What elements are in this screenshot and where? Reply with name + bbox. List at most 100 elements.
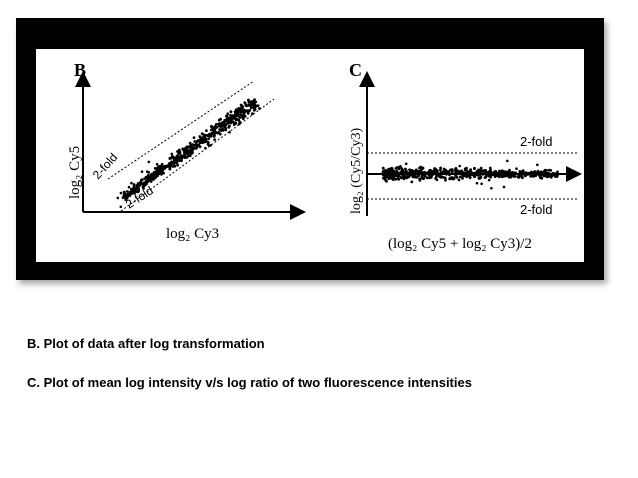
panel-b-point [173,164,177,168]
panel-c-outlier [502,185,506,189]
panel-b-point [235,117,239,121]
panel-b-point [190,146,194,150]
panel-c-point [402,176,406,180]
panel-b-point [203,134,207,138]
panel-c-point [506,174,510,177]
panel-b-point [249,104,253,107]
panel-b-outlier [163,166,167,170]
panel-b-x-label: log₂ Cy3 [166,226,219,242]
panel-c-point [502,172,505,176]
panel-b-outlier [124,198,127,202]
panel-c-point [422,177,425,181]
panel-c-point [400,167,404,170]
panel-b-point [226,112,230,116]
panel-c-outlier [487,178,491,182]
panel-b-point [229,113,233,117]
panel-c-point [454,167,458,170]
panel-c-point [433,172,436,175]
panel-b-point [189,144,193,148]
panel-c-point [442,171,446,175]
panel-c-point [439,166,442,170]
panel-b-point [138,183,142,186]
panel-b-point [209,125,213,128]
panel-c-point [391,174,395,178]
panel-c-point [473,166,476,170]
panel-b-point [126,190,129,193]
panel-c-letter: C [349,60,362,80]
panel-c-point [419,170,423,174]
panel-c-outlier [404,162,408,166]
panel-c-point [461,176,464,180]
panel-c-point [404,176,408,179]
panel-c-point [489,168,492,172]
panel-c-point [517,173,521,176]
panel-c-point [484,169,488,172]
panel-b-point [228,124,231,128]
panel-b-outlier [123,190,126,194]
panel-b-point [252,104,256,108]
panel-b-point [213,138,217,141]
panel-c-point [450,172,454,175]
panel-b-point [135,184,139,187]
panel-c-outlier [382,172,386,175]
panel-b-point [191,143,195,147]
panel-c-point [414,175,418,178]
panel-b-outlier [237,108,241,112]
panel-c-point [479,175,483,179]
panel-c-point [385,174,388,177]
panel-b-point [217,118,221,122]
panel-b-point [245,104,249,108]
panel-b-point [134,190,138,194]
panel-c-point [467,172,471,176]
panel-b-outlier [178,151,182,155]
panel-b-point [157,172,161,176]
panel-c-outlier [434,177,437,180]
panel-c-point [425,176,429,180]
panel-b-outlier [242,117,245,120]
panel-b-outlier [130,187,134,191]
panel-b-outlier [181,155,185,159]
panel-c-point [399,165,402,168]
panel-b-outlier [130,181,133,185]
panel-c-outlier [480,182,483,186]
panel-b-point [156,169,159,173]
panel-c-point [488,174,491,178]
panel-b-point [140,178,144,182]
panel-b-point [149,180,153,183]
panel-b-outlier [119,191,123,195]
panel-b-point [199,140,203,144]
panel-b-point [193,140,197,143]
panel-c-point [439,168,442,172]
panel-c-point [480,169,484,173]
panel-b-outlier [127,185,131,189]
panel-b-point [213,133,216,137]
panel-b-y-label: log₂ Cy5 [67,146,83,199]
panel-b-outlier [211,127,214,130]
panel-b-point [151,178,155,181]
panel-b-outlier [145,170,149,173]
panel-c-point [439,176,443,179]
panel-b-point [218,123,222,127]
panel-c-upper-fold-label: 2-fold [520,134,553,149]
panel-c-outlier [392,170,396,174]
panel-b-outlier [228,119,231,123]
panel-c-point [521,176,524,180]
panel-b-point [216,131,220,135]
panel-b-outlier [119,205,123,209]
panel-c-point [542,174,546,178]
panel-b-outlier [155,162,159,166]
panel-c-outlier [433,167,436,170]
panel-c-outlier [547,168,551,172]
panel-b-point [205,129,208,132]
panel-c-point [395,174,399,178]
panel-c-outlier [536,163,539,167]
panel-b-outlier [228,130,231,134]
panel-c-y-label: log₂ (Cy5/Cy3) [349,128,364,214]
panel-b-point [238,120,242,124]
figure-svg: B 2-fold 2-fold log₂ Cy3 log₂ Cy5 C 2-fo [67,60,582,252]
panel-c-outlier [381,170,385,173]
panel-c-point [412,172,416,176]
panel-c-outlier [452,177,456,181]
panel-c-point [491,171,495,175]
panel-b-outlier [140,170,144,173]
